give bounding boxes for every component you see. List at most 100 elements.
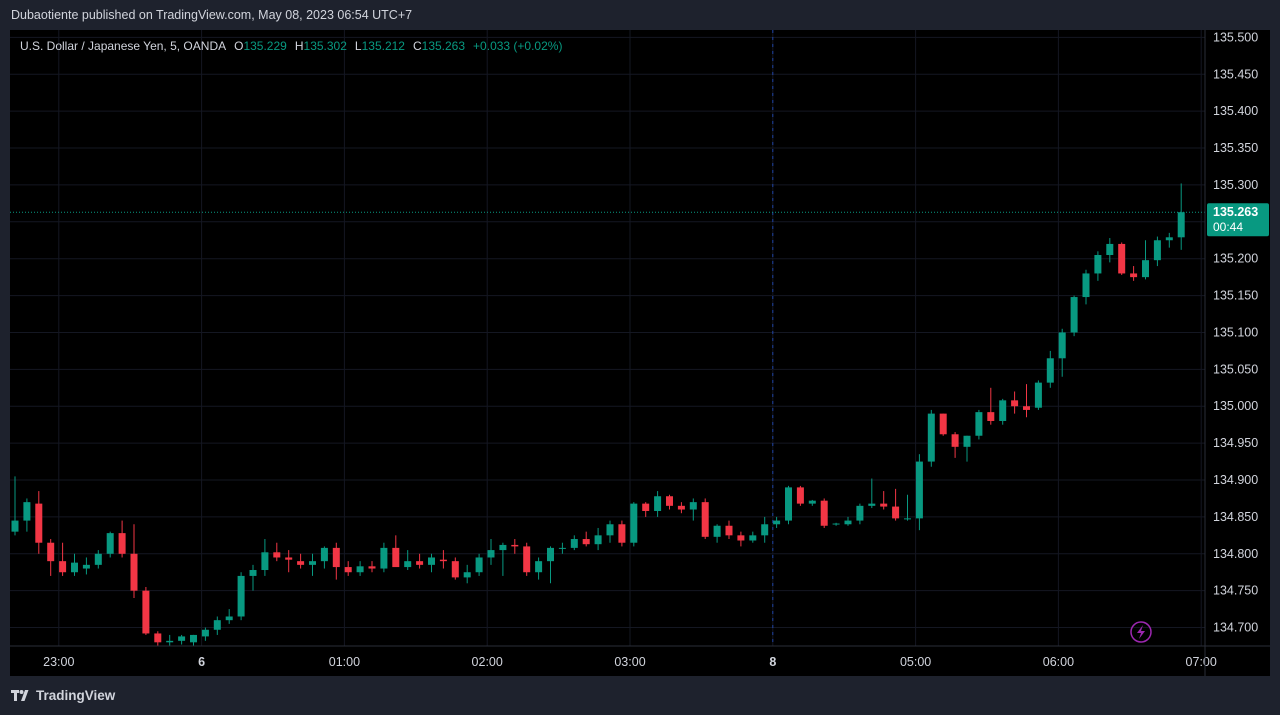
candle — [439, 550, 447, 569]
candle — [166, 634, 174, 646]
candle-body — [1106, 243, 1114, 256]
candle-body — [475, 557, 483, 573]
candle-body — [332, 547, 340, 568]
high-value: 135.302 — [303, 39, 347, 53]
grid-lines — [10, 30, 1205, 646]
time-tick-label: 8 — [769, 655, 776, 669]
candle — [844, 516, 852, 526]
candle-body — [951, 434, 959, 447]
candle-body — [47, 542, 55, 562]
candle — [666, 494, 673, 510]
candle — [309, 553, 316, 576]
candle-body — [297, 561, 305, 565]
candle-body — [737, 535, 745, 541]
candle — [178, 634, 186, 645]
candle-body — [749, 535, 757, 541]
candle — [356, 561, 364, 576]
candle-body — [368, 566, 376, 569]
candle — [892, 488, 900, 521]
current-price-box — [1207, 203, 1269, 237]
price-tick-label: 135.000 — [1213, 399, 1258, 413]
candle-body — [975, 412, 983, 436]
candle-body — [713, 525, 721, 537]
candle-body — [1011, 400, 1019, 407]
price-tick-label: 134.900 — [1213, 473, 1258, 487]
candle — [320, 546, 328, 569]
candle-body — [1153, 240, 1161, 261]
candle — [915, 454, 923, 531]
candle — [118, 520, 126, 558]
candle — [71, 553, 78, 576]
candle — [547, 546, 554, 584]
candle-body — [201, 629, 209, 637]
candle — [606, 520, 614, 543]
candle-body — [927, 413, 935, 462]
published-text: Dubaotiente published on TradingView.com… — [11, 8, 413, 22]
lightning-icon[interactable] — [1130, 621, 1152, 643]
candle-body — [190, 634, 197, 643]
candle — [701, 498, 709, 540]
candle — [451, 557, 459, 580]
candle — [618, 520, 626, 547]
symbol-title[interactable]: U.S. Dollar / Japanese Yen, 5, OANDA — [20, 39, 227, 53]
candle — [535, 557, 543, 580]
time-tick-label: 23:00 — [43, 655, 74, 669]
candle — [868, 478, 876, 509]
candle — [677, 502, 685, 514]
axes-layer: 135.500 135.450 135.400 135.350 135.300 135.2… — [10, 30, 1270, 676]
candle-body — [285, 557, 293, 560]
candle-body — [416, 561, 424, 565]
candle-body — [225, 616, 233, 621]
candle-body — [380, 547, 388, 569]
candle-body — [570, 539, 578, 548]
time-tick-label: 01:00 — [329, 655, 360, 669]
candle-body — [463, 572, 471, 578]
candle-body — [1142, 260, 1149, 278]
open-value: 135.229 — [243, 39, 287, 53]
candle — [35, 491, 43, 554]
candle — [249, 564, 257, 591]
candle — [1023, 384, 1030, 418]
candle-body — [606, 524, 614, 536]
candle-body — [59, 561, 67, 573]
candle — [344, 561, 352, 576]
candle-body — [1034, 382, 1042, 408]
candle-body — [725, 525, 733, 536]
candle — [570, 535, 578, 551]
candle — [1177, 183, 1185, 250]
candle-body — [523, 546, 531, 573]
candle-body — [82, 564, 90, 569]
open-label: O — [234, 39, 244, 53]
candle-body — [677, 505, 685, 510]
candle — [463, 564, 471, 584]
candle — [1106, 238, 1114, 263]
candle-body — [356, 566, 364, 573]
candles-layer — [11, 183, 1185, 646]
chart-area[interactable]: 135.500 135.450 135.400 135.350 135.300 135.2… — [10, 30, 1270, 676]
candlestick-chart[interactable]: 135.500 135.450 135.400 135.350 135.300 135.2… — [10, 30, 1270, 676]
candle — [749, 531, 757, 543]
candle-body — [439, 559, 447, 562]
time-tick-label: 6 — [198, 655, 205, 669]
price-tick-label: 135.050 — [1213, 362, 1258, 376]
candle-body — [428, 557, 435, 565]
candle-body — [547, 547, 554, 562]
candle — [630, 502, 638, 547]
candle-body — [892, 506, 900, 519]
candle-body — [130, 553, 138, 591]
price-tick-label: 134.700 — [1213, 621, 1258, 635]
candle-body — [594, 535, 602, 545]
candle-body — [320, 547, 328, 562]
candle-body — [582, 539, 590, 545]
candle-body — [344, 567, 352, 573]
candle-body — [35, 503, 43, 543]
candle — [1070, 295, 1078, 337]
price-tick-label: 135.350 — [1213, 141, 1258, 155]
candle — [368, 561, 376, 573]
candle — [511, 539, 519, 554]
candle — [94, 550, 102, 569]
tradingview-logo[interactable]: TradingView — [11, 688, 115, 703]
candle-body — [820, 500, 828, 526]
lightning-icon-ring — [1130, 621, 1152, 643]
candle-body — [166, 640, 174, 643]
